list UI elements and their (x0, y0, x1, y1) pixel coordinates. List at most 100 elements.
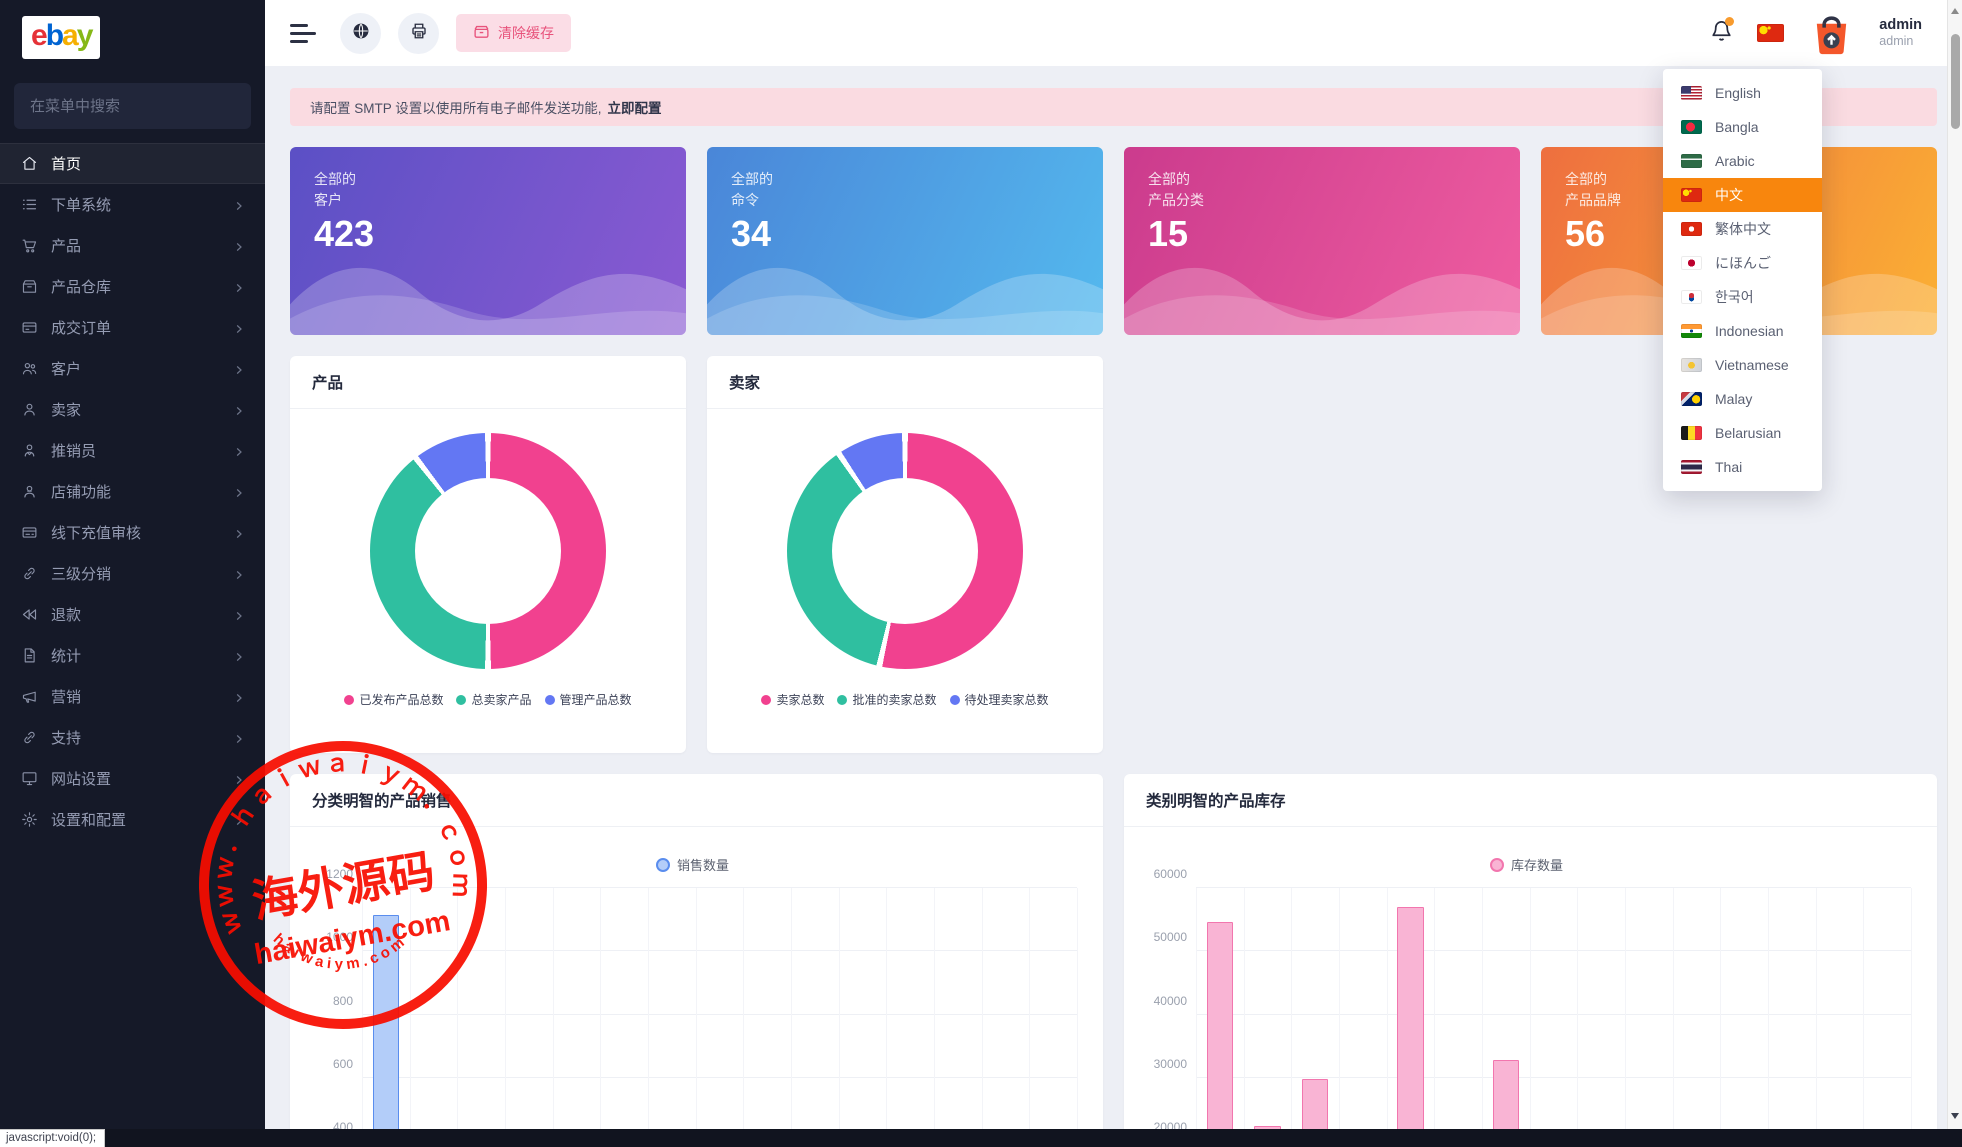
sidebar-item-14[interactable]: 支持 (0, 717, 265, 758)
language-option-kr[interactable]: 한국어 (1663, 280, 1822, 314)
chart-legend[interactable]: 销售数量 (308, 855, 1077, 874)
stat-label: 命令 (731, 192, 759, 208)
user-role: admin (1879, 34, 1914, 49)
legend-circle-icon (1489, 857, 1504, 872)
language-option-my[interactable]: Malay (1663, 382, 1822, 416)
notifications-button[interactable] (1710, 17, 1735, 47)
gridline (362, 887, 1077, 888)
sidebar-item-15[interactable]: 网站设置 (0, 758, 265, 799)
print-button[interactable] (398, 12, 439, 54)
vertical-gridline (1434, 888, 1436, 1147)
sidebar-item-3[interactable]: 产品仓库 (0, 266, 265, 307)
vertical-gridline (1482, 888, 1483, 1147)
sidebar-item-1[interactable]: 下单系统 (0, 184, 265, 225)
bar[interactable] (372, 914, 399, 1147)
globe-button[interactable] (340, 12, 381, 54)
sidebar-item-12[interactable]: 统计 (0, 635, 265, 676)
menu-search-input[interactable] (14, 83, 251, 129)
language-flag-button[interactable] (1757, 24, 1785, 42)
sidebar-item-7[interactable]: 推销员 (0, 430, 265, 471)
logo[interactable]: ebay (0, 0, 265, 73)
sidebar-item-4[interactable]: 成交订单 (0, 307, 265, 348)
chart-title: 分类明智的产品销售 (290, 774, 1103, 827)
language-option-in[interactable]: Indonesian (1663, 314, 1822, 348)
vertical-gridline (1863, 888, 1865, 1147)
clear-cache-button[interactable]: 清除缓存 (456, 14, 571, 52)
avatar[interactable] (1808, 10, 1855, 57)
plot-area: 0 200 400 600 800 1000 1200时尚女装时尚男装电脑配件儿… (326, 867, 1078, 1147)
sidebar-item-label: 线下充值审核 (51, 525, 142, 542)
sidebar-item-8[interactable]: 店铺功能 (0, 471, 265, 512)
vertical-gridline (1720, 888, 1722, 1147)
sidebar-item-label: 卖家 (51, 402, 82, 419)
sidebar-item-label: 网站设置 (51, 771, 112, 788)
customers-icon (20, 360, 38, 378)
sidebar-item-9[interactable]: 线下充值审核 (0, 512, 265, 553)
vertical-gridline (1243, 888, 1245, 1147)
order-system-icon (20, 196, 38, 214)
bd-flag-icon (1681, 120, 1702, 134)
jp-flag-icon (1681, 256, 1702, 270)
legend-item[interactable]: 待处理卖家总数 (949, 691, 1049, 708)
bar[interactable] (1397, 907, 1424, 1147)
sidebar-search (14, 83, 251, 129)
recharge-icon (20, 524, 38, 542)
chart-legend[interactable]: 库存数量 (1142, 855, 1911, 874)
sidebar-item-6[interactable]: 卖家 (0, 389, 265, 430)
language-option-be[interactable]: Belarusian (1663, 416, 1822, 450)
sidebar-item-label: 退款 (51, 607, 82, 624)
legend-item[interactable]: 已发布产品总数 (344, 691, 443, 708)
scrollbar[interactable] (1947, 0, 1962, 1129)
legend-item[interactable]: 总卖家产品 (456, 691, 532, 708)
language-option-th[interactable]: Thai (1663, 450, 1822, 484)
sidebar-item-16[interactable]: 设置和配置 (0, 799, 265, 840)
sidebar-item-2[interactable]: 产品 (0, 225, 265, 266)
legend-dot-icon (837, 694, 848, 705)
donut-chart[interactable] (370, 433, 606, 669)
bar-chart-card-0: 分类明智的产品销售 销售数量 0 200 400 600 800 1000 12… (290, 774, 1103, 1147)
language-option-hk[interactable]: 繁体中文 (1663, 212, 1822, 246)
gridline (362, 1077, 1077, 1078)
alert-configure-link[interactable]: 立即配置 (607, 101, 662, 116)
plot-area: 0 10000 20000 30000 40000 50000 60000时尚女… (1154, 867, 1912, 1147)
legend-item[interactable]: 卖家总数 (761, 691, 824, 708)
bar[interactable] (1206, 921, 1233, 1147)
language-label: Malay (1715, 391, 1753, 407)
wave-decoration (290, 267, 686, 335)
chevron-right-icon (233, 322, 245, 334)
legend-item[interactable]: 批准的卖家总数 (837, 691, 937, 708)
chevron-right-icon (233, 568, 245, 580)
scroll-down-arrow-icon[interactable] (1951, 1113, 1959, 1123)
sidebar-item-5[interactable]: 客户 (0, 348, 265, 389)
donut-chart[interactable] (787, 433, 1023, 669)
hamburger-menu-icon[interactable] (290, 19, 318, 48)
language-option-sa[interactable]: Arabic (1663, 144, 1822, 178)
support-icon (20, 729, 38, 747)
legend-dot-icon (344, 694, 355, 705)
legend-label: 已发布产品总数 (359, 693, 444, 707)
sidebar-item-13[interactable]: 营销 (0, 676, 265, 717)
language-option-us[interactable]: English (1663, 76, 1822, 110)
user-meta[interactable]: admin admin (1879, 16, 1922, 50)
scrollbar-thumb[interactable] (1951, 34, 1960, 129)
stat-card-1: 全部的 命令 34 (707, 147, 1103, 335)
sidebar-item-11[interactable]: 退款 (0, 594, 265, 635)
sidebar-item-10[interactable]: 三级分销 (0, 553, 265, 594)
language-option-cn[interactable]: 中文 (1663, 178, 1822, 212)
language-option-jp[interactable]: にほんご (1663, 246, 1822, 280)
chart-body: 库存数量 0 10000 20000 30000 40000 50000 600… (1124, 827, 1937, 1147)
scroll-up-arrow-icon[interactable] (1951, 4, 1959, 14)
chevron-right-icon (233, 404, 245, 416)
notification-badge (1725, 17, 1735, 26)
gridline (1196, 1013, 1911, 1015)
language-label: Indonesian (1715, 323, 1784, 339)
legend-item[interactable]: 管理产品总数 (544, 691, 632, 708)
y-axis-tick: 40000 (1153, 993, 1187, 1008)
stat-label: 产品分类 (1148, 192, 1204, 208)
y-axis-tick: 1000 (326, 930, 353, 945)
language-option-vn[interactable]: Vietnamese (1663, 348, 1822, 382)
sidebar-item-0[interactable]: 首页 (0, 143, 265, 184)
vertical-gridline (1291, 888, 1293, 1147)
language-option-bd[interactable]: Bangla (1663, 110, 1822, 144)
chart-body: 销售数量 0 200 400 600 800 1000 1200时尚女装时尚男装… (290, 827, 1103, 1147)
